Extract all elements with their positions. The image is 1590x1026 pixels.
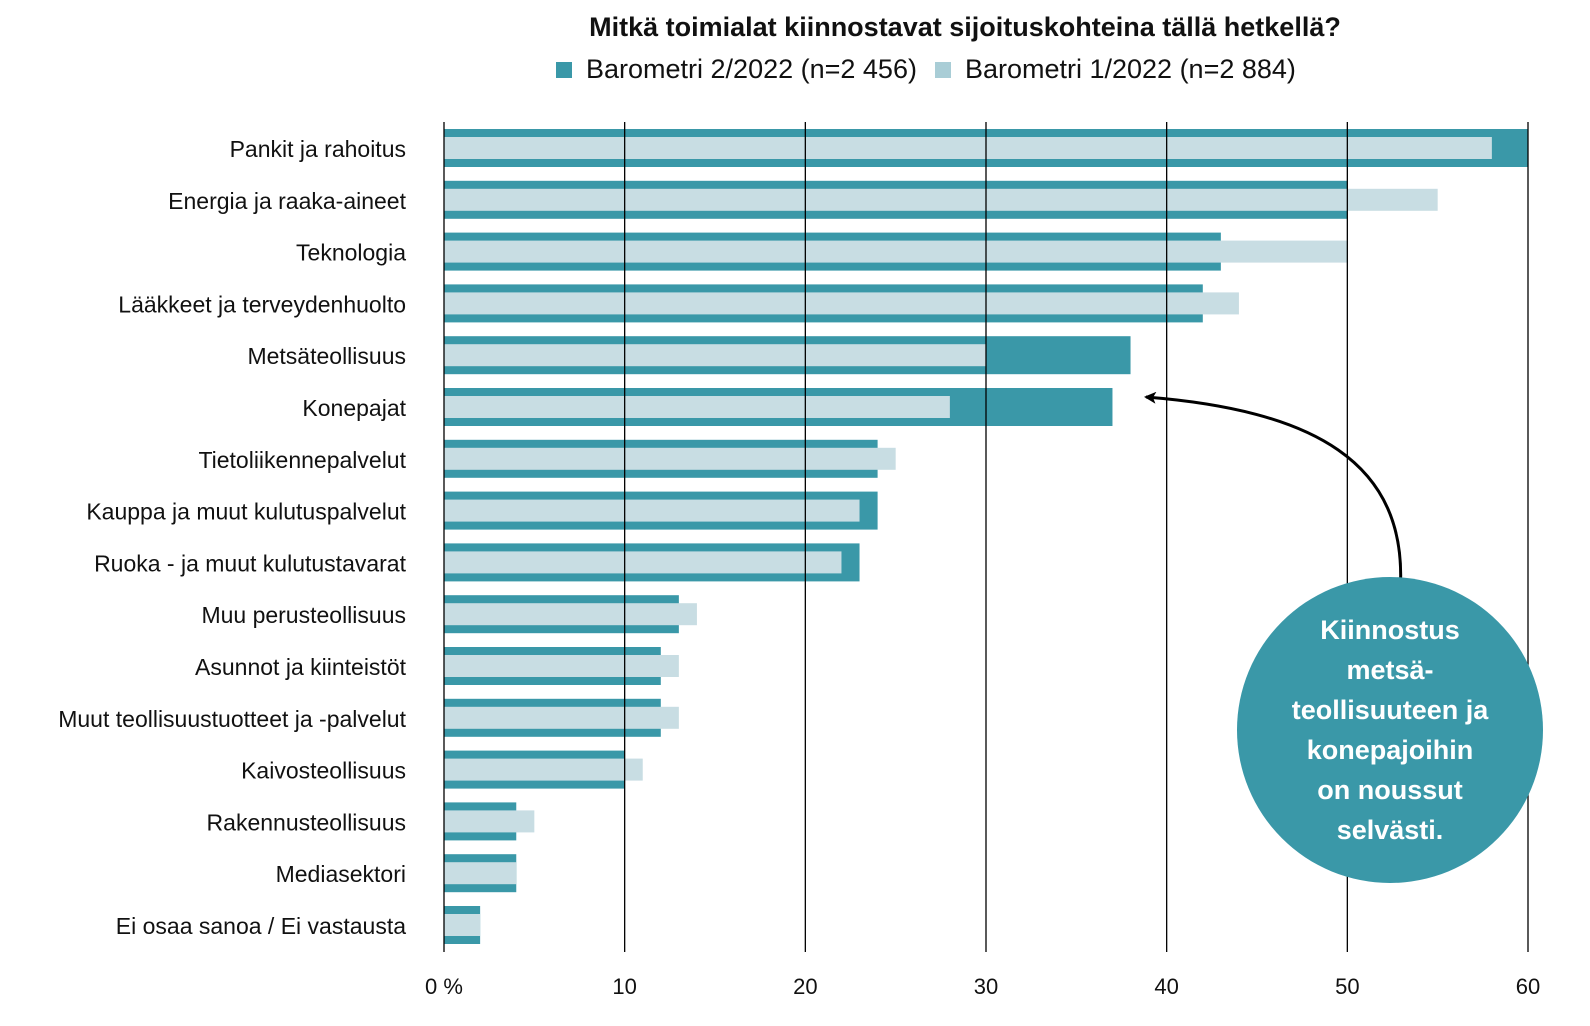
category-label: Ei osaa sanoa / Ei vastausta [116, 913, 406, 939]
category-label: Energia ja raaka-aineet [168, 188, 406, 214]
category-label: Tietoliikennepalvelut [198, 447, 406, 473]
x-tick-label: 0 % [425, 974, 463, 999]
category-label: Metsäteollisuus [247, 343, 406, 369]
x-tick-label: 40 [1154, 974, 1178, 999]
legend-swatch-series-1 [556, 61, 572, 78]
category-label: Konepajat [302, 395, 406, 421]
category-label: Pankit ja rahoitus [230, 136, 406, 162]
category-label: Muu perusteollisuus [201, 602, 406, 628]
annotation-callout: Kiinnostus metsä- teollisuuteen ja konep… [1237, 577, 1543, 883]
chart-title: Mitkä toimialat kiinnostavat sijoituskoh… [589, 12, 1341, 42]
annotation-text: Kiinnostus metsä- teollisuuteen ja konep… [1291, 615, 1489, 845]
legend-swatch-series-2 [934, 61, 951, 78]
bar-series-2 [444, 551, 842, 574]
bar-series-2 [444, 344, 986, 367]
annotation-arrow [1144, 391, 1403, 594]
legend-label-series-1: Barometri 2/2022 (n=2 456) [586, 54, 917, 84]
bar-series-2 [444, 137, 1492, 159]
bar-series-2 [444, 396, 950, 418]
x-tick-label: 30 [974, 974, 998, 999]
bar-series-2 [444, 706, 679, 729]
bar-series-2 [444, 810, 535, 833]
legend-label-series-2: Barometri 1/2022 (n=2 884) [964, 54, 1296, 84]
bar-series-2 [444, 499, 860, 522]
category-label: Mediasektori [276, 861, 406, 887]
category-label: Lääkkeet ja terveydenhuolto [118, 291, 406, 317]
legend: Barometri 2/2022 (n=2 456) Barometri 1/2… [556, 54, 1296, 85]
bar-series-2 [444, 758, 643, 781]
legend-item-series-2: Barometri 1/2022 (n=2 884) [934, 54, 1296, 85]
bar-series-2 [444, 292, 1239, 315]
legend-item-series-1: Barometri 2/2022 (n=2 456) [556, 54, 917, 85]
bar-series-2 [444, 447, 896, 470]
bar-series-2 [444, 862, 517, 885]
category-label: Kaivosteollisuus [241, 758, 406, 784]
bar-series-2 [444, 914, 481, 936]
category-label: Asunnot ja kiinteistöt [195, 654, 407, 680]
category-label: Kauppa ja muut kulutuspalvelut [86, 499, 406, 525]
category-label: Rakennusteollisuus [207, 809, 406, 835]
x-tick-label: 20 [793, 974, 817, 999]
bar-series-2 [444, 188, 1438, 211]
category-label: Muut teollisuustuotteet ja -palvelut [58, 706, 406, 732]
x-tick-label: 50 [1335, 974, 1359, 999]
bar-series-2 [444, 655, 679, 677]
bar-series-2 [444, 240, 1348, 263]
bar-series-2 [444, 603, 697, 626]
category-label: Teknologia [296, 240, 406, 266]
category-label: Ruoka - ja muut kulutustavarat [94, 550, 407, 576]
x-tick-label: 10 [612, 974, 636, 999]
x-tick-label: 60 [1516, 974, 1540, 999]
